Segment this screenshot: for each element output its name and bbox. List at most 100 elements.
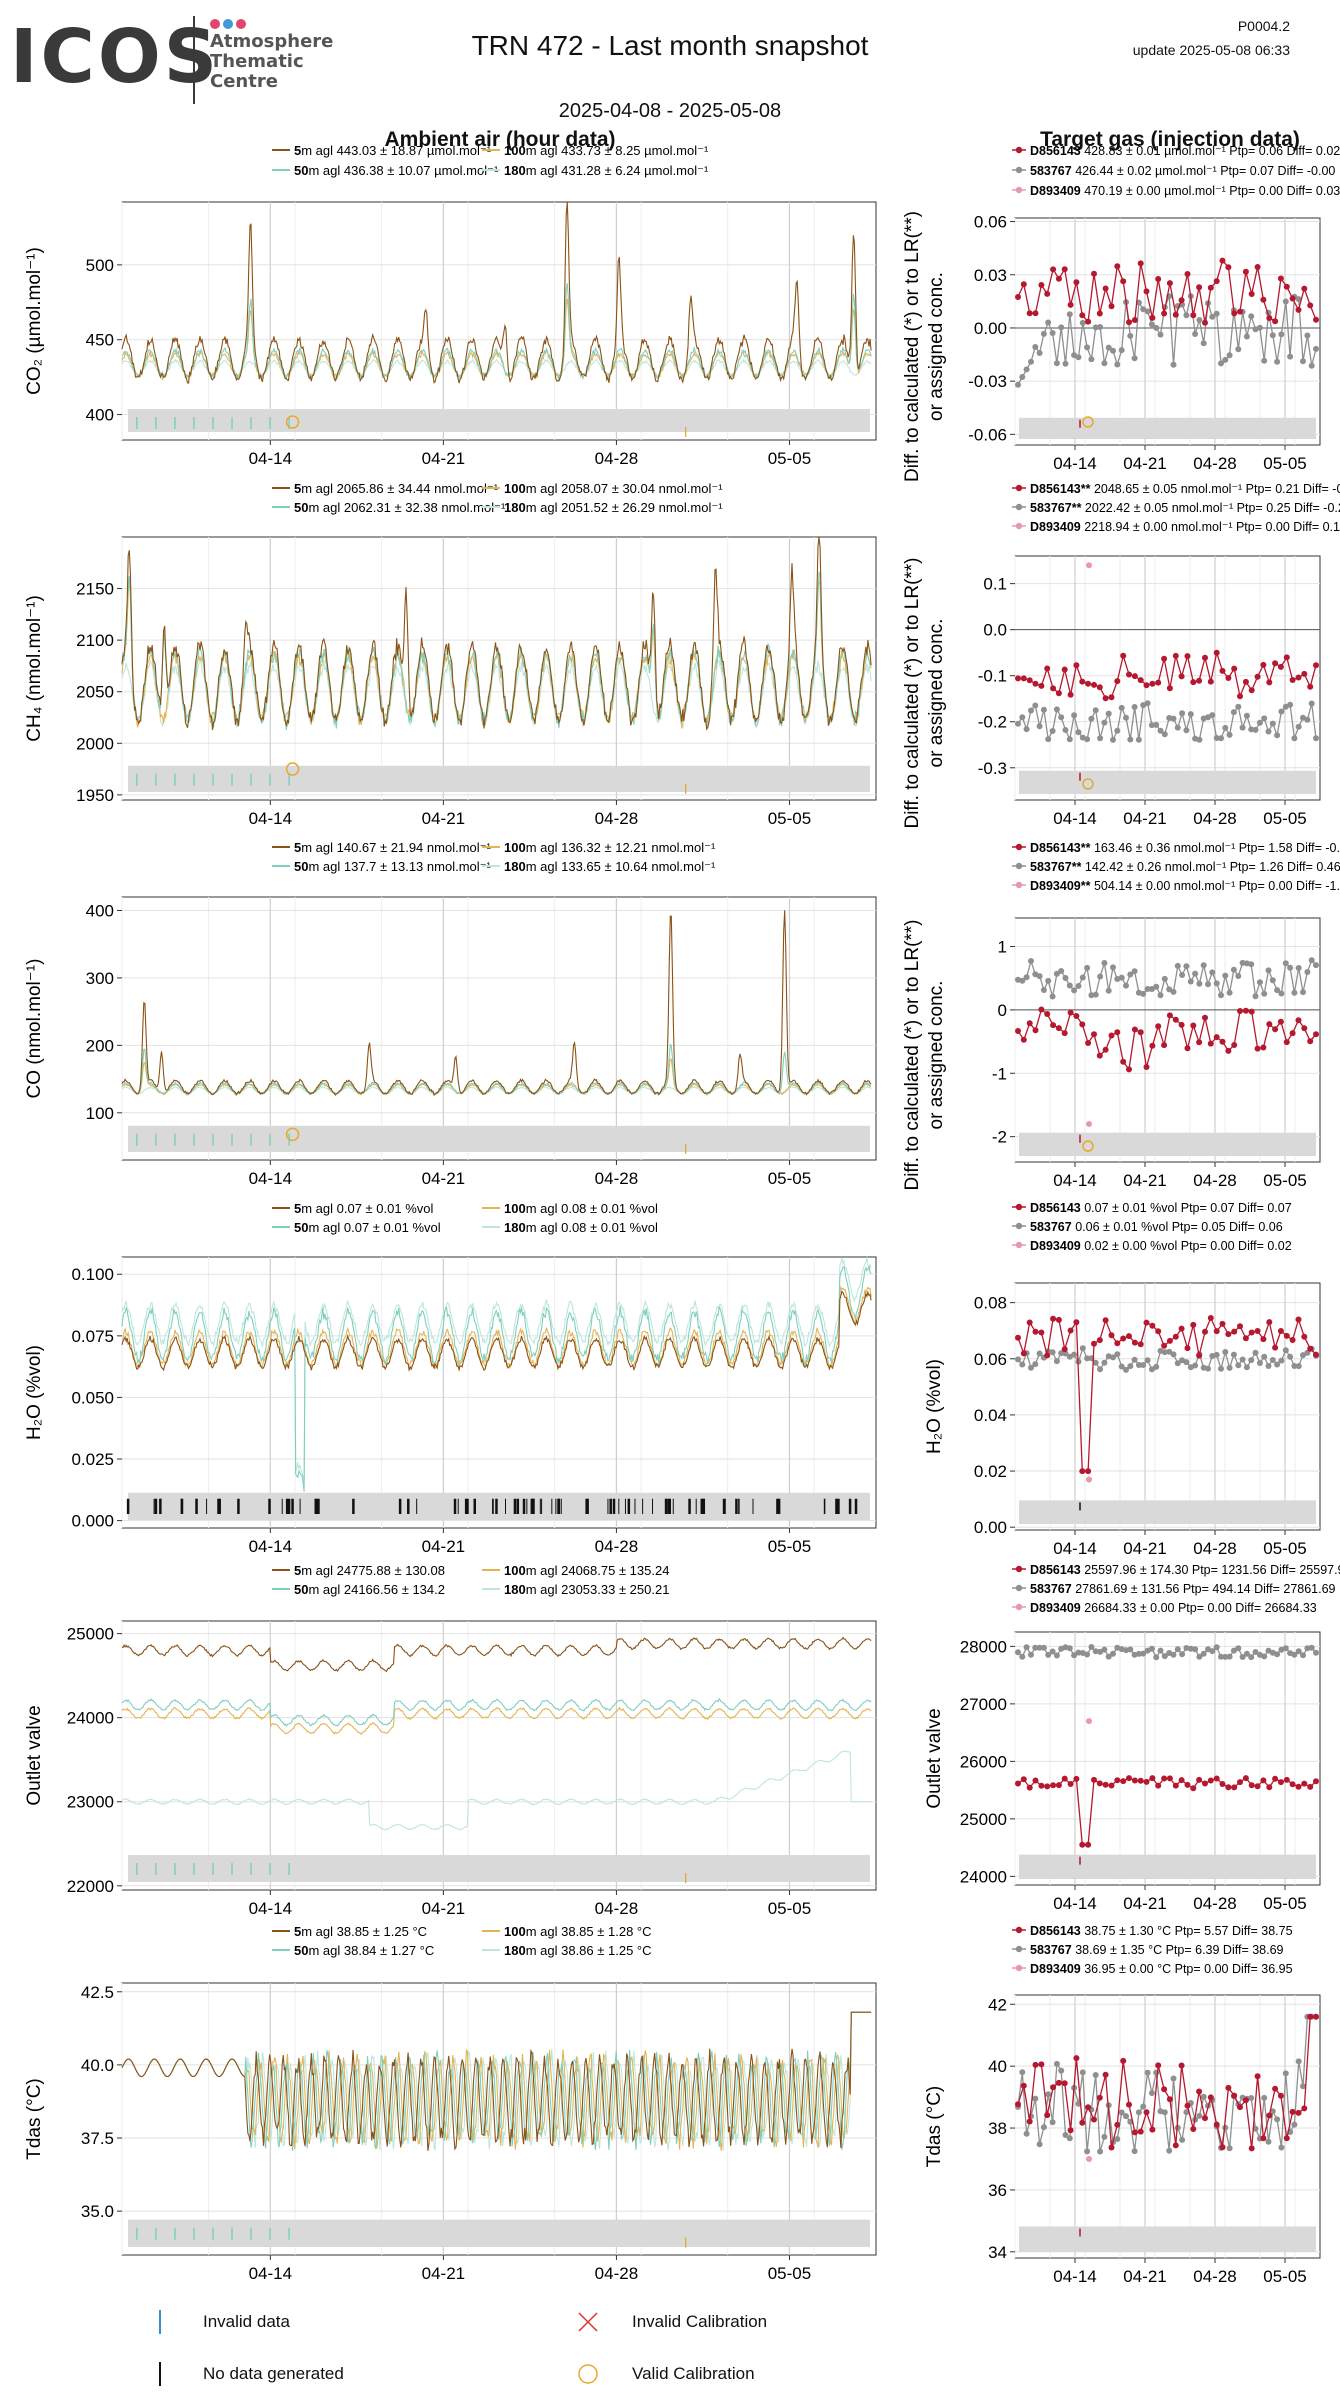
- flag-band: [1019, 1854, 1316, 1879]
- y-tick-label: 0.00: [974, 1518, 1007, 1537]
- target-point: [1073, 2055, 1080, 2062]
- target-point: [1313, 1031, 1319, 1038]
- target-point: [1114, 1029, 1121, 1036]
- target-point: [1301, 670, 1308, 677]
- target-point: [1097, 973, 1104, 980]
- target-point: [1144, 986, 1151, 992]
- target-point: [1110, 964, 1116, 971]
- target-point: [1243, 1650, 1250, 1657]
- target-point: [1026, 1020, 1033, 1027]
- y-tick-label: 0.06: [974, 213, 1007, 232]
- target-point: [1179, 2136, 1186, 2143]
- target-point: [1295, 1363, 1302, 1370]
- y-tick-label: 450: [86, 331, 114, 350]
- target-point: [1190, 312, 1197, 319]
- target-point: [1183, 312, 1190, 319]
- target-point: [1190, 1321, 1197, 1328]
- target-point: [1066, 736, 1073, 743]
- target-point: [1161, 1775, 1168, 1782]
- x-tick-label: 04-14: [249, 1899, 292, 1918]
- x-tick-label: 05-05: [768, 1537, 811, 1556]
- target-point: [1254, 1783, 1261, 1790]
- series-50m: [121, 1043, 872, 1096]
- target-point: [1108, 1782, 1115, 1789]
- target-point: [1032, 1328, 1039, 1335]
- target-point: [1131, 673, 1138, 680]
- target-point: [1207, 2094, 1214, 2101]
- target-point: [1015, 2101, 1021, 2108]
- target-point: [1282, 2070, 1289, 2077]
- target-point: [1213, 2121, 1220, 2128]
- target-point: [1274, 732, 1281, 739]
- target-point: [1137, 1029, 1144, 1036]
- target-point: [1026, 310, 1033, 317]
- target-point: [1274, 358, 1281, 365]
- y-axis-label: or assigned conc.: [926, 981, 947, 1130]
- target-point: [1282, 1645, 1289, 1652]
- target-point: [1260, 296, 1267, 303]
- target-point: [1071, 712, 1078, 719]
- target-gas-heading: Target gas (injection data): [1040, 128, 1300, 151]
- target-point: [1066, 2135, 1073, 2142]
- target-point: [1225, 1331, 1232, 1338]
- target-point: [1192, 970, 1199, 977]
- series-180m: [121, 1256, 872, 1481]
- target-point: [1295, 674, 1302, 681]
- target-point: [1108, 694, 1115, 701]
- target-point: [1313, 735, 1319, 742]
- target-point: [1066, 311, 1073, 318]
- legend-entry: D893409 36.95 ± 0.00 °C Ptp= 0.00 Diff= …: [1030, 1962, 1293, 1976]
- y-tick-label: 36: [988, 2181, 1007, 2200]
- target-point: [1308, 1644, 1315, 1651]
- series-5m: [122, 1636, 872, 1673]
- y-tick-label: 0.0: [983, 621, 1007, 640]
- target-point: [1269, 1357, 1276, 1363]
- target-point: [1120, 278, 1127, 285]
- target-point: [1149, 2126, 1156, 2133]
- target-point: [1079, 312, 1086, 319]
- x-tick-label: 04-28: [595, 449, 638, 468]
- y-tick-label: 42: [988, 1995, 1007, 2014]
- legend-entry: D856143** 2048.65 ± 0.05 nmol.mol⁻¹ Ptp=…: [1030, 482, 1340, 496]
- y-tick-label: 22000: [67, 1877, 114, 1896]
- y-tick-label: -0.2: [978, 713, 1007, 732]
- y-tick-label: 0.08: [974, 1294, 1007, 1313]
- target-point: [1028, 1651, 1034, 1658]
- series-50m: [121, 2011, 872, 2151]
- target-point: [1038, 682, 1045, 689]
- flag-band: [128, 2219, 870, 2247]
- target-point: [1105, 344, 1112, 351]
- target-point: [1120, 1778, 1127, 1785]
- target-point: [1235, 1362, 1242, 1369]
- target-point: [1179, 710, 1186, 717]
- target-point: [1187, 978, 1194, 985]
- target-point: [1148, 321, 1155, 328]
- target-point: [1126, 1333, 1132, 1340]
- target-point: [1200, 340, 1207, 347]
- legend-entry: 100m agl 24068.75 ± 135.24: [504, 1563, 669, 1578]
- target-point: [1023, 2130, 1030, 2137]
- target-point: [1045, 736, 1052, 743]
- target-point: [1242, 1335, 1249, 1342]
- y-tick-label: 2150: [76, 580, 114, 599]
- target-point: [1213, 310, 1220, 317]
- y-tick-label: -0.1: [978, 667, 1007, 686]
- target-point: [1036, 2141, 1043, 2148]
- y-axis-label: H₂O (%vol): [924, 1359, 945, 1454]
- target-point: [1114, 1777, 1121, 1784]
- target-point: [1183, 2109, 1190, 2116]
- target-point: [1085, 680, 1092, 687]
- target-point: [1269, 332, 1276, 339]
- target-point: [1172, 1782, 1179, 1789]
- target-point: [1015, 1780, 1021, 1787]
- x-tick-label: 05-05: [1263, 2267, 1306, 2286]
- target-point: [1038, 1782, 1045, 1789]
- x-tick-label: 04-21: [422, 1899, 465, 1918]
- target-point: [1091, 1031, 1097, 1038]
- target-point: [1114, 678, 1121, 685]
- flag-band: [1019, 1132, 1316, 1156]
- target-point: [1073, 279, 1080, 286]
- x-tick-label: 04-28: [595, 1899, 638, 1918]
- target-series-line: [1017, 1316, 1317, 1472]
- target-point: [1102, 285, 1109, 292]
